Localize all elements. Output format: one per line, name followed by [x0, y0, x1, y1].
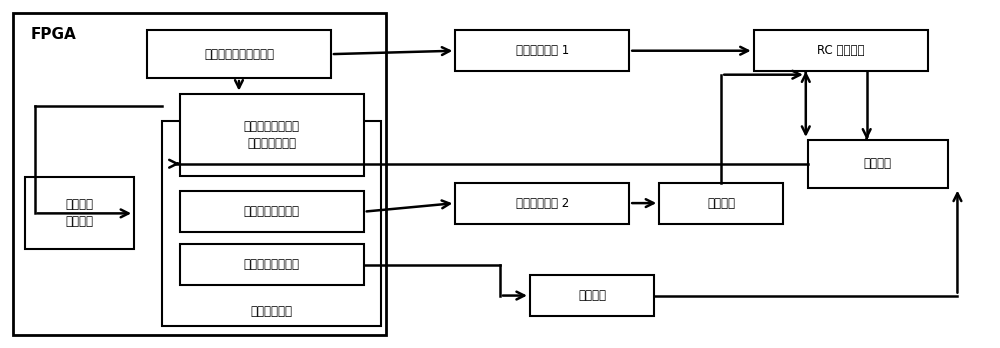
FancyBboxPatch shape — [25, 177, 134, 249]
Text: 放电逻辑处理单元: 放电逻辑处理单元 — [244, 258, 300, 271]
Text: FPGA: FPGA — [31, 27, 76, 42]
FancyBboxPatch shape — [147, 30, 331, 78]
Text: 比较电路: 比较电路 — [864, 157, 892, 170]
Text: 逻辑处理单元: 逻辑处理单元 — [250, 305, 292, 318]
FancyBboxPatch shape — [180, 191, 364, 232]
Text: 放电电路: 放电电路 — [578, 289, 606, 302]
FancyBboxPatch shape — [530, 275, 654, 316]
Text: 充放电时间脉宽信
号逻辑处理单元: 充放电时间脉宽信 号逻辑处理单元 — [244, 120, 300, 150]
Text: 电平转换电路 2: 电平转换电路 2 — [516, 197, 569, 209]
FancyBboxPatch shape — [180, 244, 364, 285]
FancyBboxPatch shape — [162, 121, 381, 326]
Text: 充电电路: 充电电路 — [707, 197, 735, 209]
FancyBboxPatch shape — [659, 183, 783, 224]
Text: 充电逻辑处理单元: 充电逻辑处理单元 — [244, 205, 300, 218]
FancyBboxPatch shape — [455, 183, 629, 224]
Text: RC 串联电路: RC 串联电路 — [817, 44, 864, 57]
FancyBboxPatch shape — [455, 30, 629, 71]
Text: 输入方波信号发生单元: 输入方波信号发生单元 — [204, 48, 274, 61]
FancyBboxPatch shape — [754, 30, 928, 71]
FancyBboxPatch shape — [13, 13, 386, 335]
Text: 脉宽信号
计时单元: 脉宽信号 计时单元 — [65, 198, 93, 228]
FancyBboxPatch shape — [808, 140, 948, 188]
Text: 电平转换电路 1: 电平转换电路 1 — [516, 44, 569, 57]
FancyBboxPatch shape — [180, 94, 364, 176]
